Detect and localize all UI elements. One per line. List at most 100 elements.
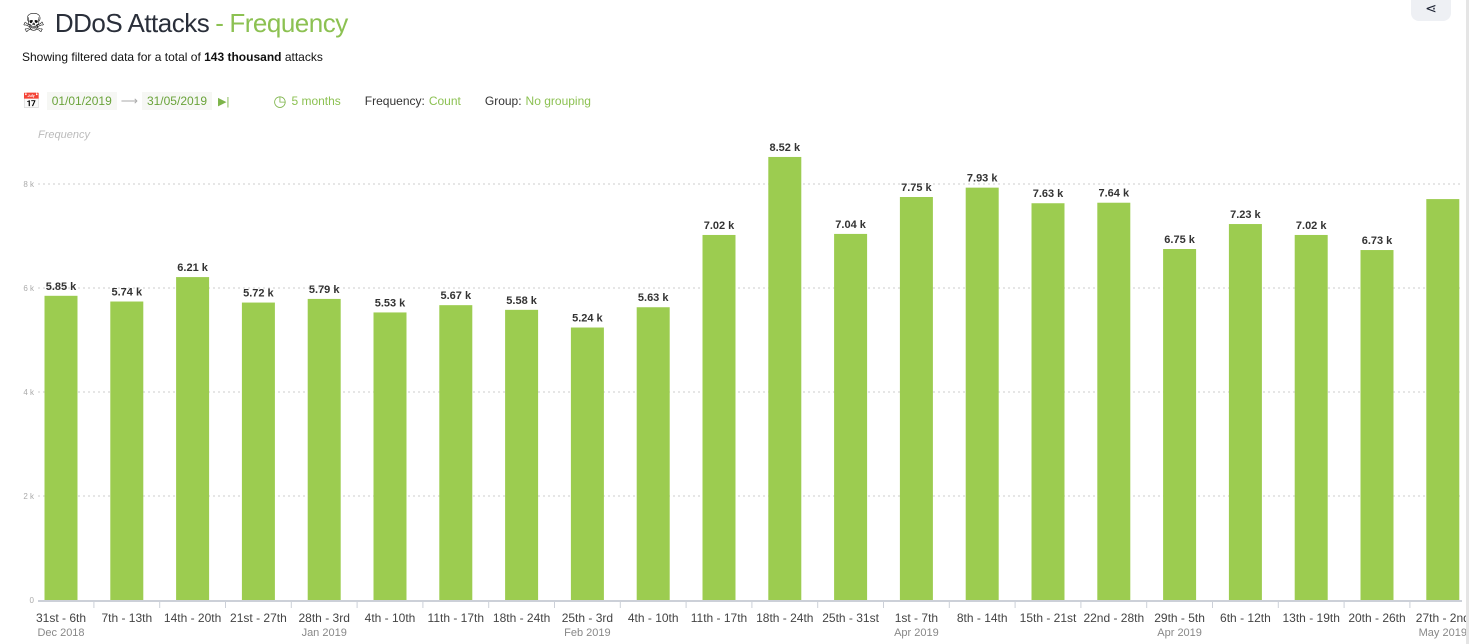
data-label: 6.75 k bbox=[1164, 234, 1195, 246]
chart-header: ☠ DDoS Attacks - Frequency bbox=[22, 8, 348, 39]
duration[interactable]: 5 months bbox=[291, 94, 341, 108]
bar bbox=[110, 301, 144, 600]
share-button[interactable]: ⋖ bbox=[1411, 0, 1451, 21]
total-attacks: 143 thousand bbox=[204, 50, 282, 64]
bar bbox=[1426, 199, 1460, 600]
x-tick-label: 20th - 26th bbox=[1348, 611, 1405, 625]
bar bbox=[1097, 202, 1131, 600]
y-tick-label: 2 k bbox=[23, 492, 35, 501]
bar bbox=[1228, 224, 1262, 601]
data-label: 5.74 k bbox=[112, 287, 143, 299]
data-label: 8.52 k bbox=[770, 142, 801, 154]
bar bbox=[1031, 203, 1065, 601]
scrollbar[interactable] bbox=[1466, 0, 1469, 644]
data-label: 5.24 k bbox=[572, 313, 603, 325]
bar bbox=[570, 327, 604, 600]
frequency-label: Frequency: bbox=[364, 94, 425, 108]
share-icon: ⋖ bbox=[1425, 0, 1437, 16]
skull-crossbones-icon: ☠ bbox=[22, 8, 45, 38]
bar bbox=[44, 295, 78, 600]
x-tick-label: 28th - 3rd bbox=[299, 611, 350, 625]
bar bbox=[307, 298, 341, 600]
x-tick-label: 25th - 31st bbox=[822, 611, 879, 625]
title-separator: - bbox=[215, 8, 224, 38]
bar bbox=[834, 233, 868, 601]
data-label: 7.93 k bbox=[967, 173, 998, 185]
x-tick-label: 18th - 24th bbox=[756, 611, 813, 625]
data-label: 5.58 k bbox=[506, 295, 537, 307]
filter-bar: 📅 01/01/2019 ⟶ 31/05/2019 ▶| ◷ 5 months … bbox=[22, 92, 591, 110]
bar bbox=[768, 156, 802, 600]
subtitle-suffix: attacks bbox=[284, 50, 323, 64]
data-label: 7.75 k bbox=[901, 182, 932, 194]
subtitle: Showing filtered data for a total of 143… bbox=[22, 50, 323, 64]
x-tick-label: 7th - 13th bbox=[101, 611, 152, 625]
data-label: 7.23 k bbox=[1230, 209, 1261, 221]
x-tick-label: 27th - 2nd bbox=[1416, 611, 1466, 625]
data-label: 7.64 k bbox=[1099, 188, 1130, 200]
month-label: May 2019 bbox=[1419, 627, 1466, 639]
x-tick-label: 14th - 20th bbox=[164, 611, 221, 625]
subtitle-prefix: Showing filtered data for a total of bbox=[22, 50, 201, 64]
data-label: 5.85 k bbox=[46, 281, 77, 293]
x-tick-label: 18th - 24th bbox=[493, 611, 550, 625]
bar bbox=[1163, 249, 1197, 600]
title-text: DDoS Attacks bbox=[54, 8, 210, 38]
x-tick-label: 4th - 10th bbox=[628, 611, 679, 625]
y-axis-label: Frequency bbox=[38, 129, 91, 141]
bar bbox=[965, 187, 999, 600]
data-label: 5.67 k bbox=[441, 290, 472, 302]
x-tick-label: 11th - 17th bbox=[428, 611, 484, 625]
data-label: 6.73 k bbox=[1362, 235, 1393, 247]
clock-icon: ◷ bbox=[273, 93, 287, 110]
data-label: 5.63 k bbox=[638, 292, 669, 304]
bar bbox=[1294, 234, 1328, 600]
date-from[interactable]: 01/01/2019 bbox=[46, 92, 117, 110]
data-label: 7.63 k bbox=[1033, 188, 1064, 200]
x-tick-label: 31st - 6th bbox=[36, 611, 86, 625]
x-tick-label: 25th - 3rd bbox=[562, 611, 613, 625]
bar bbox=[636, 307, 670, 600]
data-label: 5.53 k bbox=[375, 297, 406, 309]
x-tick-label: 8th - 14th bbox=[957, 611, 1008, 625]
bar bbox=[241, 302, 275, 600]
bar bbox=[899, 197, 933, 600]
x-tick-label: 6th - 12th bbox=[1220, 611, 1271, 625]
arrow-icon: ⟶ bbox=[120, 94, 138, 108]
month-label: Apr 2019 bbox=[894, 627, 939, 639]
bar bbox=[176, 277, 210, 600]
x-tick-label: 22nd - 28th bbox=[1083, 611, 1144, 625]
x-tick-label: 29th - 5th bbox=[1154, 611, 1205, 625]
x-tick-label: 4th - 10th bbox=[365, 611, 416, 625]
group-value[interactable]: No grouping bbox=[525, 94, 591, 108]
data-label: 7.04 k bbox=[835, 219, 866, 231]
data-label: 5.72 k bbox=[243, 288, 274, 300]
title-accent: Frequency bbox=[229, 8, 348, 38]
month-label: Apr 2019 bbox=[1157, 627, 1202, 639]
y-tick-label: 4 k bbox=[23, 388, 35, 397]
frequency-value[interactable]: Count bbox=[428, 94, 461, 108]
y-tick-label: 6 k bbox=[23, 284, 35, 293]
date-to[interactable]: 31/05/2019 bbox=[141, 92, 213, 110]
month-label: Dec 2018 bbox=[37, 627, 84, 639]
x-tick-label: 1st - 7th bbox=[895, 611, 938, 625]
skip-to-end-icon[interactable]: ▶| bbox=[218, 95, 230, 108]
group-label: Group: bbox=[484, 94, 522, 108]
x-tick-label: 21st - 27th bbox=[230, 611, 287, 625]
data-label: 6.21 k bbox=[177, 262, 208, 274]
calendar-search-icon[interactable]: 📅 bbox=[22, 93, 41, 110]
data-label: 5.79 k bbox=[309, 284, 340, 296]
bar bbox=[505, 309, 539, 600]
x-tick-label: 13th - 19th bbox=[1283, 611, 1340, 625]
bar bbox=[373, 312, 407, 600]
x-tick-label: 11th - 17th bbox=[691, 611, 747, 625]
x-tick-label: 15th - 21st bbox=[1020, 611, 1077, 625]
bar bbox=[1360, 250, 1394, 601]
page-title: ☠ DDoS Attacks - Frequency bbox=[22, 8, 348, 39]
data-label: 7.02 k bbox=[704, 220, 735, 232]
bar bbox=[439, 305, 473, 600]
month-label: Jan 2019 bbox=[302, 627, 347, 639]
bar bbox=[702, 234, 736, 600]
y-tick-label: 8 k bbox=[23, 180, 35, 189]
